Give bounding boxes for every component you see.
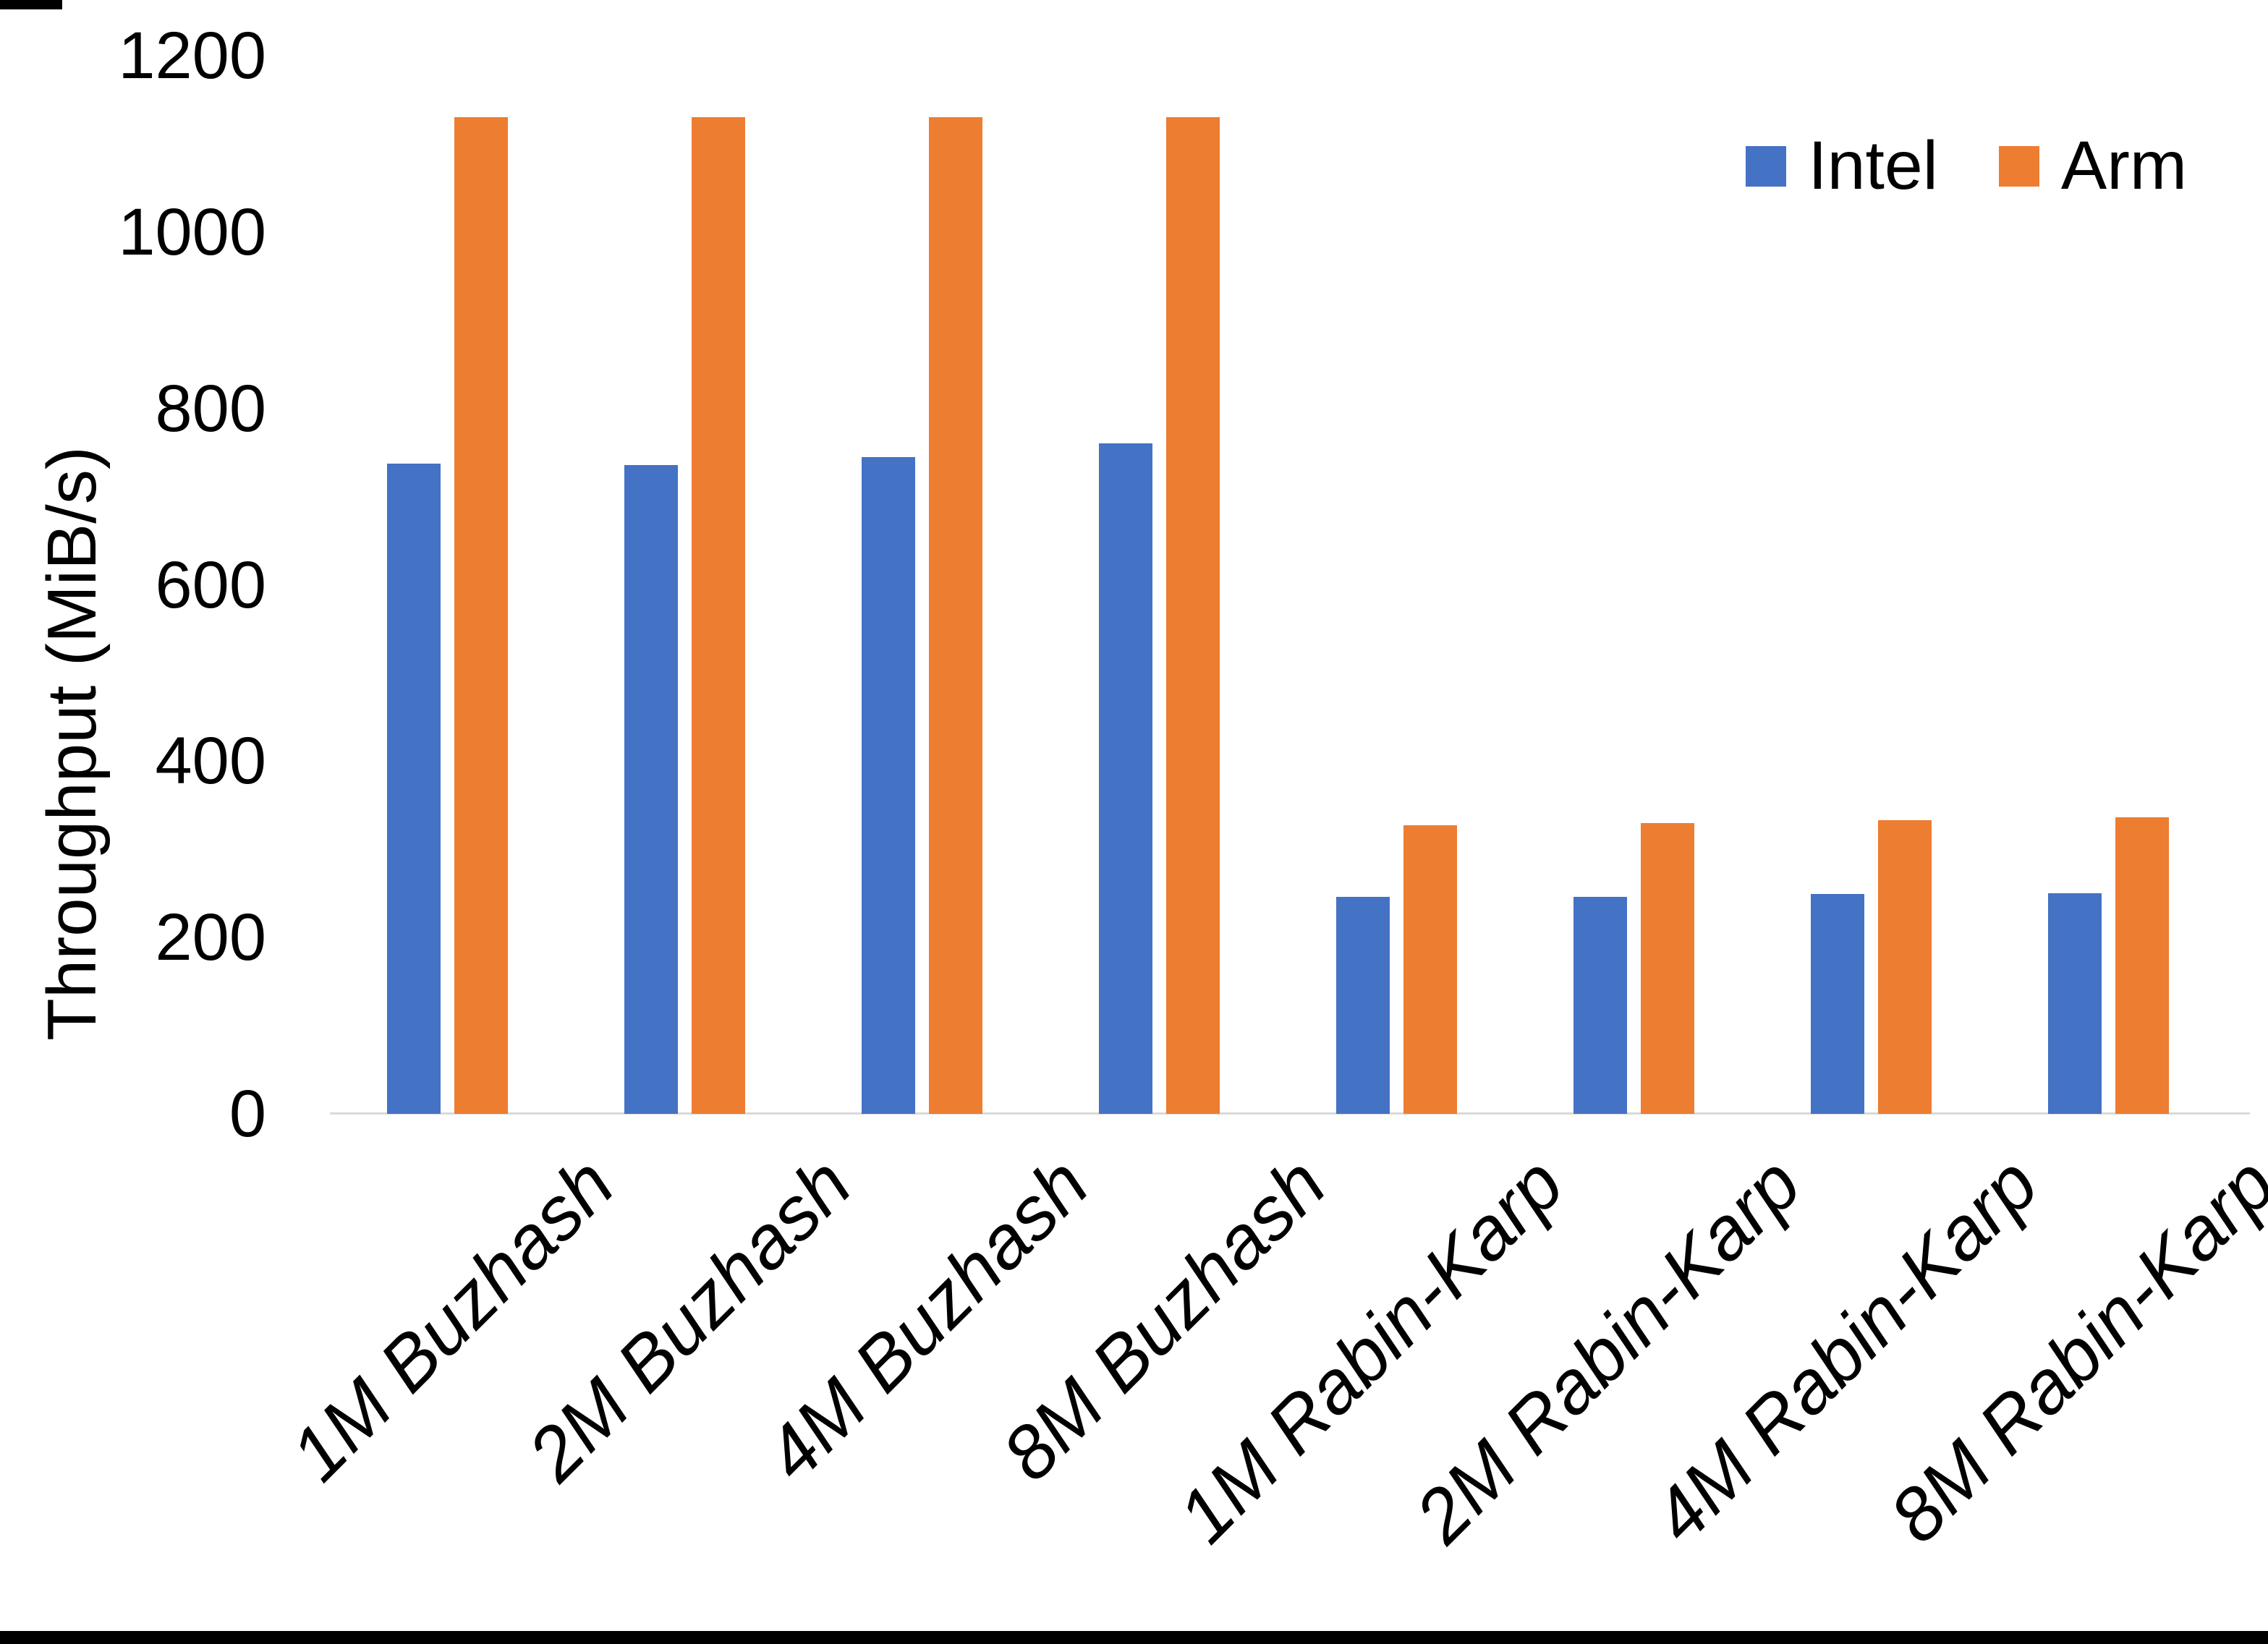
intel-series-swatch	[1746, 145, 1787, 187]
legend-item-arm: Arm	[1998, 127, 2187, 204]
bar-arm-2m-rabin-karp	[1641, 822, 1694, 1114]
bar-arm-8m-rabin-karp	[2115, 817, 2169, 1114]
bar-arm-8m-buzhash	[1166, 117, 1220, 1114]
bar-intel-8m-buzhash	[1099, 443, 1152, 1114]
legend-item-intel: Intel	[1746, 132, 1938, 200]
bar-intel-4m-rabin-karp	[1811, 894, 1864, 1114]
bar-intel-2m-rabin-karp	[1573, 897, 1627, 1114]
bar-intel-2m-buzhash	[624, 464, 678, 1114]
x-axis-line	[330, 1112, 2250, 1115]
bar-intel-1m-buzhash	[387, 464, 441, 1114]
bar-intel-1m-rabin-karp	[1336, 897, 1390, 1114]
y-tick-label-0: 0	[229, 1077, 266, 1151]
legend-label-intel: Intel	[1808, 127, 1938, 204]
arm-series-swatch	[1998, 145, 2039, 187]
y-tick-label-800: 800	[155, 371, 267, 446]
bar-arm-1m-rabin-karp	[1403, 825, 1457, 1114]
legend-label-arm: Arm	[2060, 127, 2187, 204]
window-border-bottom	[0, 1631, 2268, 1644]
y-tick-label-200: 200	[155, 900, 267, 975]
window-border-top-left	[0, 0, 62, 9]
legend: Intel Arm	[1746, 132, 2187, 200]
y-tick-label-1000: 1000	[118, 195, 266, 269]
y-tick-label-400: 400	[155, 724, 267, 798]
y-tick-label-600: 600	[155, 548, 267, 622]
bar-arm-2m-buzhash	[692, 117, 745, 1114]
y-tick-label-1200: 1200	[118, 19, 266, 93]
bar-intel-4m-buzhash	[862, 456, 915, 1114]
bar-arm-4m-buzhash	[929, 117, 982, 1114]
bar-arm-4m-rabin-karp	[1878, 820, 1932, 1114]
bar-intel-8m-rabin-karp	[2048, 893, 2102, 1114]
bar-arm-1m-buzhash	[454, 117, 508, 1114]
